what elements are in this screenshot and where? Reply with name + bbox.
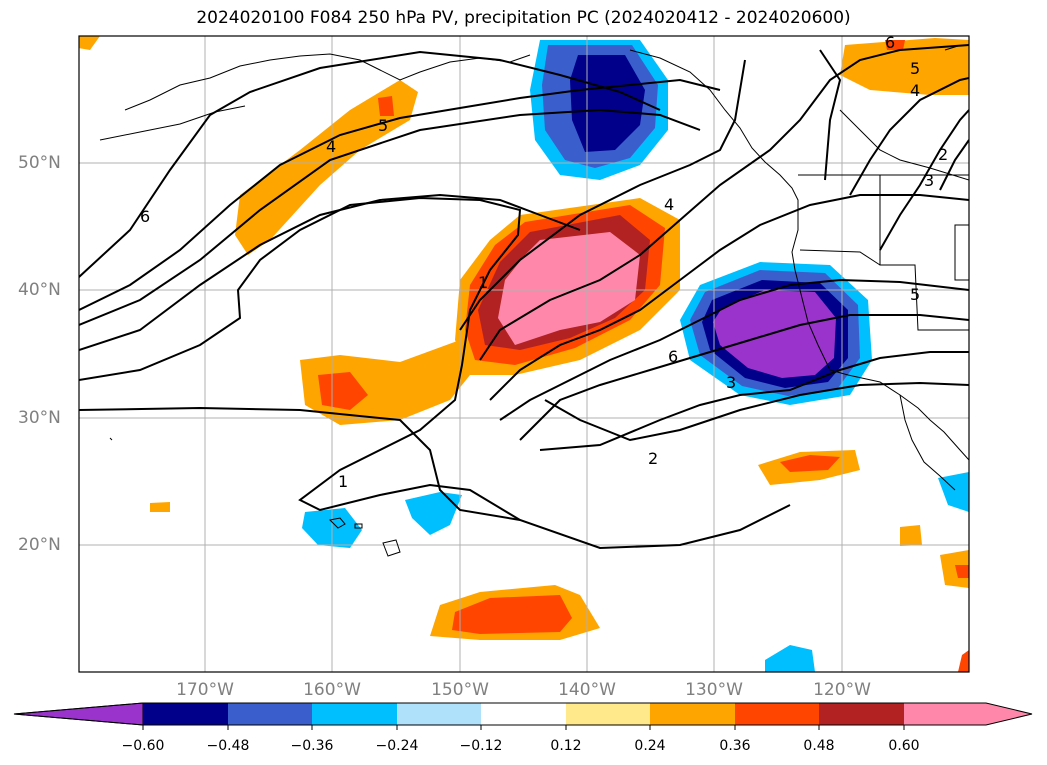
pv-contour-label: 3 xyxy=(924,171,934,190)
pv-contour-label: 1 xyxy=(478,273,488,292)
lat-label: 20°N xyxy=(18,535,61,555)
pos-anomaly-aleutian xyxy=(235,80,418,255)
lon-label: 170°W xyxy=(176,680,234,700)
pv-contour-label: 4 xyxy=(664,195,674,214)
pv-contour-label: 4 xyxy=(910,81,920,100)
lon-label: 160°W xyxy=(303,680,361,700)
pv-contour-label: 6 xyxy=(885,33,895,52)
pv-contour-label: 6 xyxy=(668,347,678,366)
pv-contours xyxy=(79,44,969,550)
lon-label: 120°W xyxy=(813,680,871,700)
pv-contour-label: 4 xyxy=(326,137,336,156)
pv-contour-label: 5 xyxy=(910,59,920,78)
gridlines xyxy=(79,36,969,672)
pv-contour-label: 2 xyxy=(938,145,948,164)
pv-contour-label: 3 xyxy=(726,373,736,392)
precip-shading xyxy=(79,36,969,672)
pv-contour-label: 1 xyxy=(338,472,348,491)
pv-contour-labels: 6 5 4 1 4 6 3 2 1 5 4 3 2 5 6 xyxy=(140,33,948,491)
lat-label: 40°N xyxy=(18,280,61,300)
lat-label: 30°N xyxy=(18,408,61,428)
lat-label: 50°N xyxy=(18,153,61,173)
coastlines xyxy=(99,45,969,557)
colorbar-tick-label: 0.36 xyxy=(719,738,751,754)
colorbar-tick-label: 0.12 xyxy=(550,738,582,754)
lon-label: 150°W xyxy=(431,680,489,700)
colorbar-tick-label: −0.36 xyxy=(290,738,334,754)
pv-contour-label: 5 xyxy=(910,285,920,304)
colorbar-tick-label: 0.24 xyxy=(634,738,666,754)
colorbar-tick-label: −0.24 xyxy=(375,738,419,754)
map-title: 2024020100 F084 250 hPa PV, precipitatio… xyxy=(196,8,851,28)
colorbar-tick-label: −0.60 xyxy=(121,738,165,754)
map-frame xyxy=(78,35,970,673)
colorbar-tick-label: 0.48 xyxy=(803,738,835,754)
colorbar-tick-label: −0.12 xyxy=(459,738,503,754)
pv-contour-label: 6 xyxy=(140,207,150,226)
lon-label: 130°W xyxy=(685,680,743,700)
pv-contour-label: 5 xyxy=(378,116,388,135)
lon-label: 140°W xyxy=(558,680,616,700)
colorbar xyxy=(13,702,1033,730)
pv-contour-label: 2 xyxy=(648,449,658,468)
colorbar-tick-label: 0.60 xyxy=(888,738,920,754)
colorbar-tick-label: −0.48 xyxy=(206,738,250,754)
